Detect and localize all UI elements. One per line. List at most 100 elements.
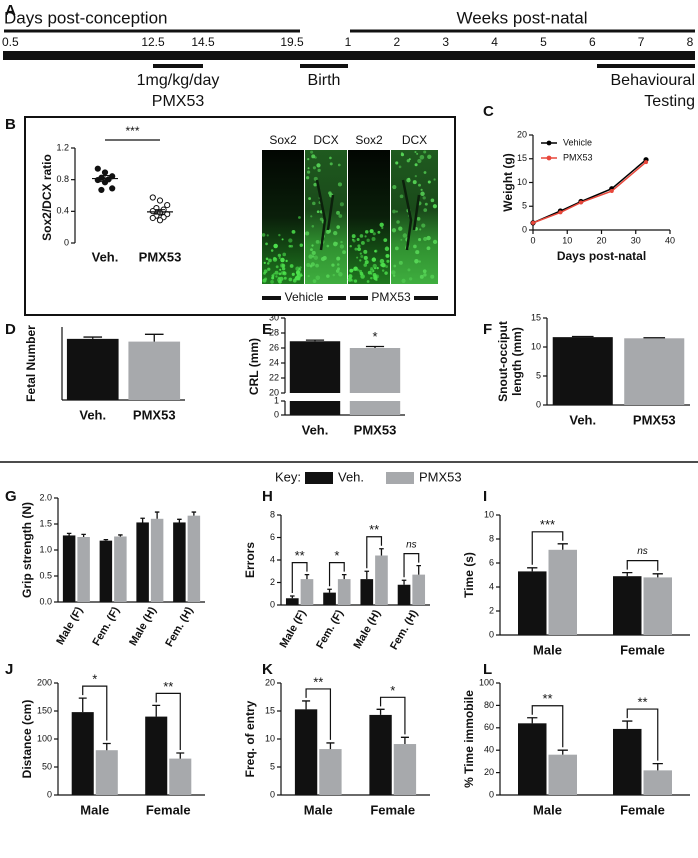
- y-tick-label: 0: [489, 789, 494, 799]
- micrograph-cell: [391, 228, 397, 233]
- error-bar: [365, 345, 385, 348]
- micrograph-cell: [337, 182, 343, 187]
- micrograph-cell: [351, 234, 356, 239]
- error-bar: [78, 697, 87, 713]
- x-tick-label: Veh.: [79, 407, 106, 422]
- micrograph-cell: [312, 279, 317, 283]
- micrograph-cell: [376, 266, 379, 270]
- micrograph-cell: [423, 171, 427, 174]
- timeline-event-bar: [300, 64, 348, 68]
- x-axis-label: Days post-natal: [557, 249, 646, 263]
- micrograph-cell: [279, 268, 282, 271]
- micrograph-cell: [275, 275, 278, 278]
- x-tick-label: Male: [533, 802, 562, 817]
- micrograph-cell: [285, 259, 288, 263]
- significance-bracket: [626, 708, 659, 761]
- micrograph-cell: [375, 278, 378, 282]
- error-bar: [83, 336, 103, 339]
- micrograph-cell: [281, 238, 284, 241]
- bar: [349, 348, 401, 393]
- micrograph-cell: [416, 152, 419, 155]
- micrograph-cell: [270, 280, 274, 284]
- micrograph-cell: [295, 266, 300, 271]
- micrograph-cell: [283, 276, 287, 280]
- timeline-event-bar: [153, 64, 203, 68]
- micrograph-cell: [297, 273, 302, 279]
- micrograph-cell: [398, 260, 403, 265]
- micrograph-cell: [360, 274, 365, 279]
- timeline-event-label: Behavioural: [611, 72, 696, 89]
- y-tick-label: 0.8: [56, 174, 69, 184]
- micrograph-cell: [307, 158, 310, 161]
- significance: **: [295, 548, 305, 563]
- micrograph-cell: [331, 263, 335, 267]
- micrograph-cell: [312, 201, 316, 206]
- micrograph-cell: [332, 273, 336, 277]
- micrograph-cell: [352, 268, 355, 272]
- micrograph-cell: [395, 210, 398, 213]
- x-tick-label: 40: [665, 235, 675, 245]
- panel-label: A: [5, 2, 16, 19]
- y-tick-label: 0: [270, 599, 275, 609]
- timeline-tick-label: 1: [345, 35, 352, 49]
- micrograph-cell: [338, 272, 343, 277]
- micrograph-cell: [310, 262, 315, 267]
- bar: [360, 579, 374, 605]
- significance: *: [390, 683, 395, 698]
- micrograph-cell: [423, 236, 428, 242]
- significance-bracket: [291, 562, 308, 593]
- micrograph-cell: [419, 228, 422, 231]
- x-tick-label: Male: [80, 802, 109, 817]
- micrograph-cell: [280, 271, 285, 275]
- y-tick-label: 5: [536, 370, 541, 380]
- micrograph-cell: [312, 166, 316, 170]
- data-point: [149, 214, 156, 222]
- bar: [66, 338, 119, 400]
- micrograph-cell: [366, 238, 370, 242]
- micrograph-cell: [423, 208, 428, 212]
- micrograph-cell: [409, 277, 413, 281]
- micrograph-cell: [359, 252, 362, 255]
- error-bar: [302, 700, 311, 710]
- micrograph-cell: [374, 267, 377, 270]
- stain-label: DCX: [402, 133, 427, 147]
- legend-label: Vehicle: [563, 137, 592, 147]
- micrograph-cell: [433, 178, 436, 181]
- micrograph-cell: [288, 238, 293, 243]
- bar: [552, 337, 613, 405]
- micrograph-cell: [372, 232, 376, 236]
- micrograph-cell: [392, 185, 397, 190]
- micrograph-cell: [414, 150, 417, 154]
- error-bar: [379, 548, 384, 556]
- bar: [369, 714, 392, 795]
- micrograph-cell: [415, 250, 420, 255]
- micrograph-cell: [349, 245, 352, 248]
- micrograph-cell: [414, 258, 419, 264]
- y-tick-label: 15: [531, 312, 541, 322]
- micrograph-cell: [278, 233, 281, 237]
- x-tick-label: 0: [530, 235, 535, 245]
- micrograph-cell: [372, 272, 377, 277]
- micrograph-cell: [336, 210, 340, 215]
- micrograph-cell: [317, 168, 321, 173]
- micrograph-cell: [275, 265, 279, 269]
- data-point: [98, 186, 105, 194]
- y-tick-label: 80: [484, 700, 494, 710]
- y-tick-label: 28: [269, 327, 279, 337]
- micrograph-cell: [396, 220, 400, 224]
- micrograph-cell: [393, 274, 396, 277]
- micrograph-cell: [407, 268, 411, 272]
- error-bar: [304, 573, 310, 580]
- panel-label: G: [5, 488, 17, 505]
- y-tick-label: 5: [522, 201, 527, 211]
- sem-bar: [100, 175, 110, 183]
- micrograph-cell: [288, 277, 293, 282]
- micrograph-cell: [312, 255, 315, 258]
- error-bar: [527, 717, 538, 724]
- error-bar: [140, 517, 145, 523]
- micrograph-cell: [316, 163, 321, 168]
- micrograph-cell: [384, 271, 388, 275]
- bar: [643, 770, 672, 795]
- y-tick-label: 2: [270, 577, 275, 587]
- micrograph-cell: [430, 274, 435, 279]
